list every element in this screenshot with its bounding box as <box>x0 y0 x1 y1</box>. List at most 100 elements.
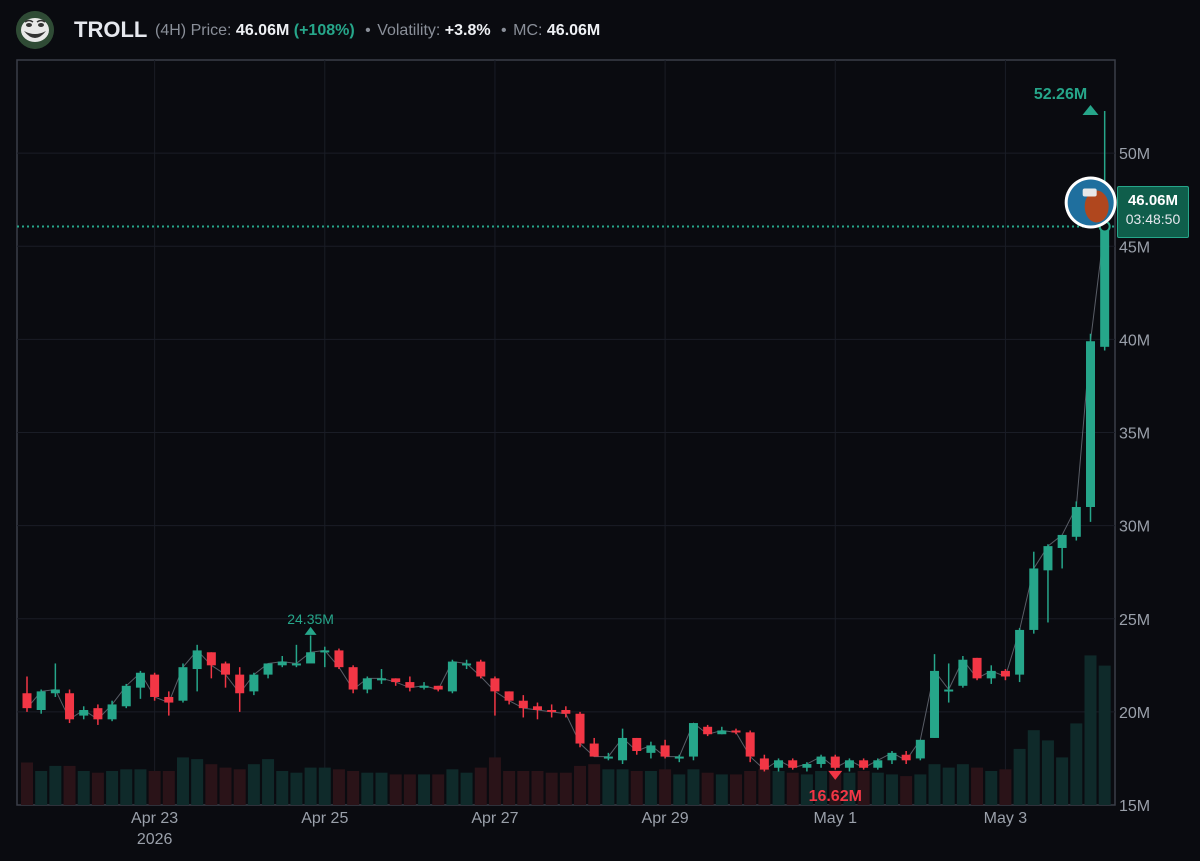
x-tick-label: May 1 <box>813 810 857 827</box>
volume-bar <box>432 774 445 805</box>
candle-body <box>504 691 514 701</box>
candle-body <box>164 696 174 703</box>
candle-body <box>958 659 968 686</box>
volatility-value: +3.8% <box>444 22 491 39</box>
candle-body <box>1100 225 1110 347</box>
volume-bar <box>871 772 884 805</box>
local-high-arrow <box>304 626 317 635</box>
mc-label: MC: <box>513 22 543 39</box>
volume-bar <box>857 771 870 805</box>
volume-bar <box>730 774 742 805</box>
candle-body <box>944 689 954 692</box>
volume-bar <box>545 772 558 805</box>
candle-body <box>972 657 982 679</box>
local-high-label: 24.35M <box>287 611 334 627</box>
volume-bar <box>474 767 487 805</box>
candle-body <box>1029 568 1039 630</box>
candle-body <box>348 667 358 690</box>
volume-bar <box>460 772 473 805</box>
volume-bar <box>191 759 204 805</box>
volume-bar <box>744 771 757 805</box>
token-avatar[interactable] <box>16 11 54 49</box>
volume-bar <box>49 765 62 805</box>
candle-body <box>731 730 741 733</box>
volume-bar <box>503 771 516 805</box>
volume-bar <box>304 767 317 805</box>
candle-body <box>745 732 755 757</box>
y-tick-label: 40M <box>1119 332 1150 349</box>
candle-body <box>986 670 996 679</box>
candle-body <box>703 726 713 735</box>
volume-bar <box>91 772 104 805</box>
candle-body <box>844 760 854 768</box>
candle-body <box>618 737 628 761</box>
token-symbol: TROLL <box>74 17 148 42</box>
y-tick-label: 20M <box>1119 705 1150 722</box>
candle-body <box>830 756 840 768</box>
volume-bar <box>942 767 955 805</box>
low-price-label: 16.62M <box>809 788 862 805</box>
candle-body <box>291 663 301 666</box>
volume-bar <box>1070 723 1083 805</box>
candle-body <box>334 650 344 668</box>
candle-body <box>192 650 202 670</box>
volume-bar <box>403 774 416 805</box>
volume-bar <box>928 764 941 805</box>
candle-body <box>518 700 528 709</box>
volume-bar <box>21 762 33 805</box>
volume-bar <box>800 774 813 805</box>
volume-bar <box>1027 730 1040 805</box>
volume-bar <box>701 772 714 805</box>
candle-body <box>688 723 698 757</box>
separator-dot: • <box>365 22 371 39</box>
current-price-value: 46.06M <box>1127 192 1179 209</box>
candle-body <box>277 661 287 666</box>
volume-bar <box>772 771 785 805</box>
candle-body <box>1086 341 1095 507</box>
volume-bar <box>815 771 828 805</box>
volume-bar <box>971 767 984 805</box>
candle-body <box>603 756 613 759</box>
trader-avatar-figure <box>1084 190 1109 223</box>
volume-bar <box>1056 757 1069 805</box>
candle-body <box>36 691 46 711</box>
trader-avatar-face <box>1082 188 1097 197</box>
volume-bar <box>63 765 76 805</box>
x-tick-label: Apr 27 <box>471 810 518 827</box>
candle-body <box>632 737 642 751</box>
candle-body <box>135 672 145 688</box>
volume-bar <box>914 774 927 805</box>
candle-body <box>1015 629 1025 675</box>
volume-bar <box>885 774 898 805</box>
candle-body <box>802 764 812 768</box>
candle-body <box>589 743 599 757</box>
candle-body <box>221 663 231 675</box>
close-line <box>26 225 1106 771</box>
x-tick-label: Apr 29 <box>642 810 689 827</box>
candle-body <box>930 670 940 738</box>
volume-bar <box>375 772 388 805</box>
candle-body <box>206 652 216 666</box>
candle-body <box>79 710 89 716</box>
chart-header: TROLL (4H) Price: 46.06M (+108%) • Volat… <box>0 0 1200 58</box>
volume-bar <box>758 769 771 805</box>
candle-body <box>462 663 472 666</box>
volume-bar <box>999 769 1012 805</box>
candle-body <box>816 756 826 765</box>
y-tick-label: 30M <box>1119 519 1150 536</box>
volume-bar <box>276 771 289 805</box>
candle-body <box>391 678 401 683</box>
volume-bar <box>956 764 969 805</box>
y-tick-label: 15M <box>1119 798 1150 815</box>
volume-bar <box>1041 740 1054 805</box>
volume-bar <box>517 771 530 805</box>
volume-bar <box>715 774 728 805</box>
candle-body <box>50 689 60 694</box>
candle-body <box>235 674 245 694</box>
volume-bar <box>1098 665 1111 805</box>
high-price-label: 52.26M <box>1034 86 1087 103</box>
volume-bar <box>233 769 246 805</box>
price-value: 46.06M <box>235 22 290 39</box>
candle-body <box>1043 546 1053 571</box>
